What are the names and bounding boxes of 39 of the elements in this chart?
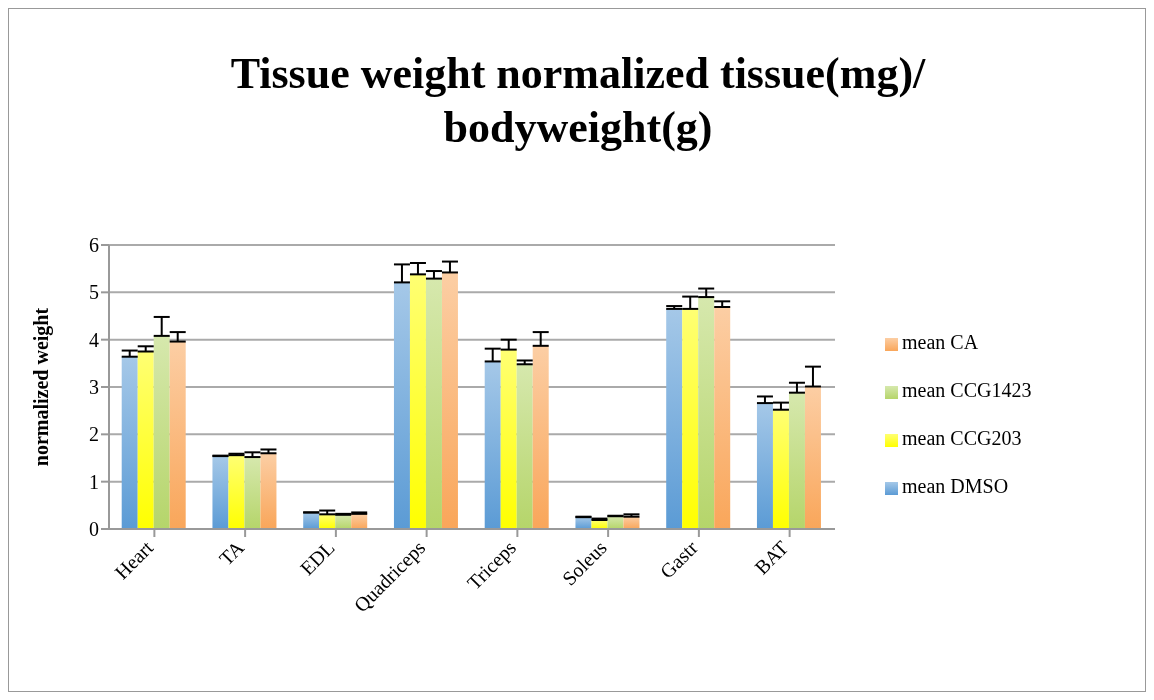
bar — [532, 345, 549, 529]
y-tick-label: 5 — [89, 281, 99, 304]
bar — [393, 282, 410, 529]
bar — [788, 392, 805, 529]
bar — [516, 364, 533, 529]
bar — [714, 307, 731, 529]
legend-label: mean CCG203 — [902, 427, 1022, 449]
bar — [441, 272, 458, 529]
bar — [682, 308, 699, 529]
bar — [666, 308, 683, 529]
bar — [121, 356, 138, 529]
y-tick-label: 2 — [89, 423, 99, 446]
bar — [153, 335, 170, 529]
legend-label: mean CA — [902, 331, 979, 353]
y-tick-label: 3 — [89, 376, 99, 399]
y-tick-label: 0 — [89, 518, 99, 541]
y-axis-title: normalized weight — [30, 307, 54, 467]
bar — [484, 361, 501, 529]
bar — [698, 297, 715, 529]
x-tick-label: TA — [214, 535, 249, 570]
bar — [260, 453, 277, 529]
y-tick-label: 4 — [89, 328, 99, 351]
bar — [804, 386, 821, 529]
y-tick-label: 1 — [89, 470, 99, 493]
bar — [212, 456, 229, 529]
bar — [228, 455, 245, 529]
bar — [137, 351, 154, 529]
bar — [500, 349, 517, 529]
bar — [169, 341, 186, 529]
bar — [425, 278, 442, 529]
legend-label: mean CCG1423 — [902, 379, 1032, 401]
bar — [409, 274, 426, 529]
chart-title: Tissue weight normalized tissue(mg)/ bodyweight(g) — [229, 48, 927, 154]
x-tick-label: EDL — [295, 536, 339, 580]
bar — [756, 403, 773, 529]
bar — [244, 457, 261, 529]
bar — [772, 409, 789, 529]
y-tick-label: 6 — [89, 234, 99, 257]
legend-label: mean DMSO — [902, 475, 1009, 497]
